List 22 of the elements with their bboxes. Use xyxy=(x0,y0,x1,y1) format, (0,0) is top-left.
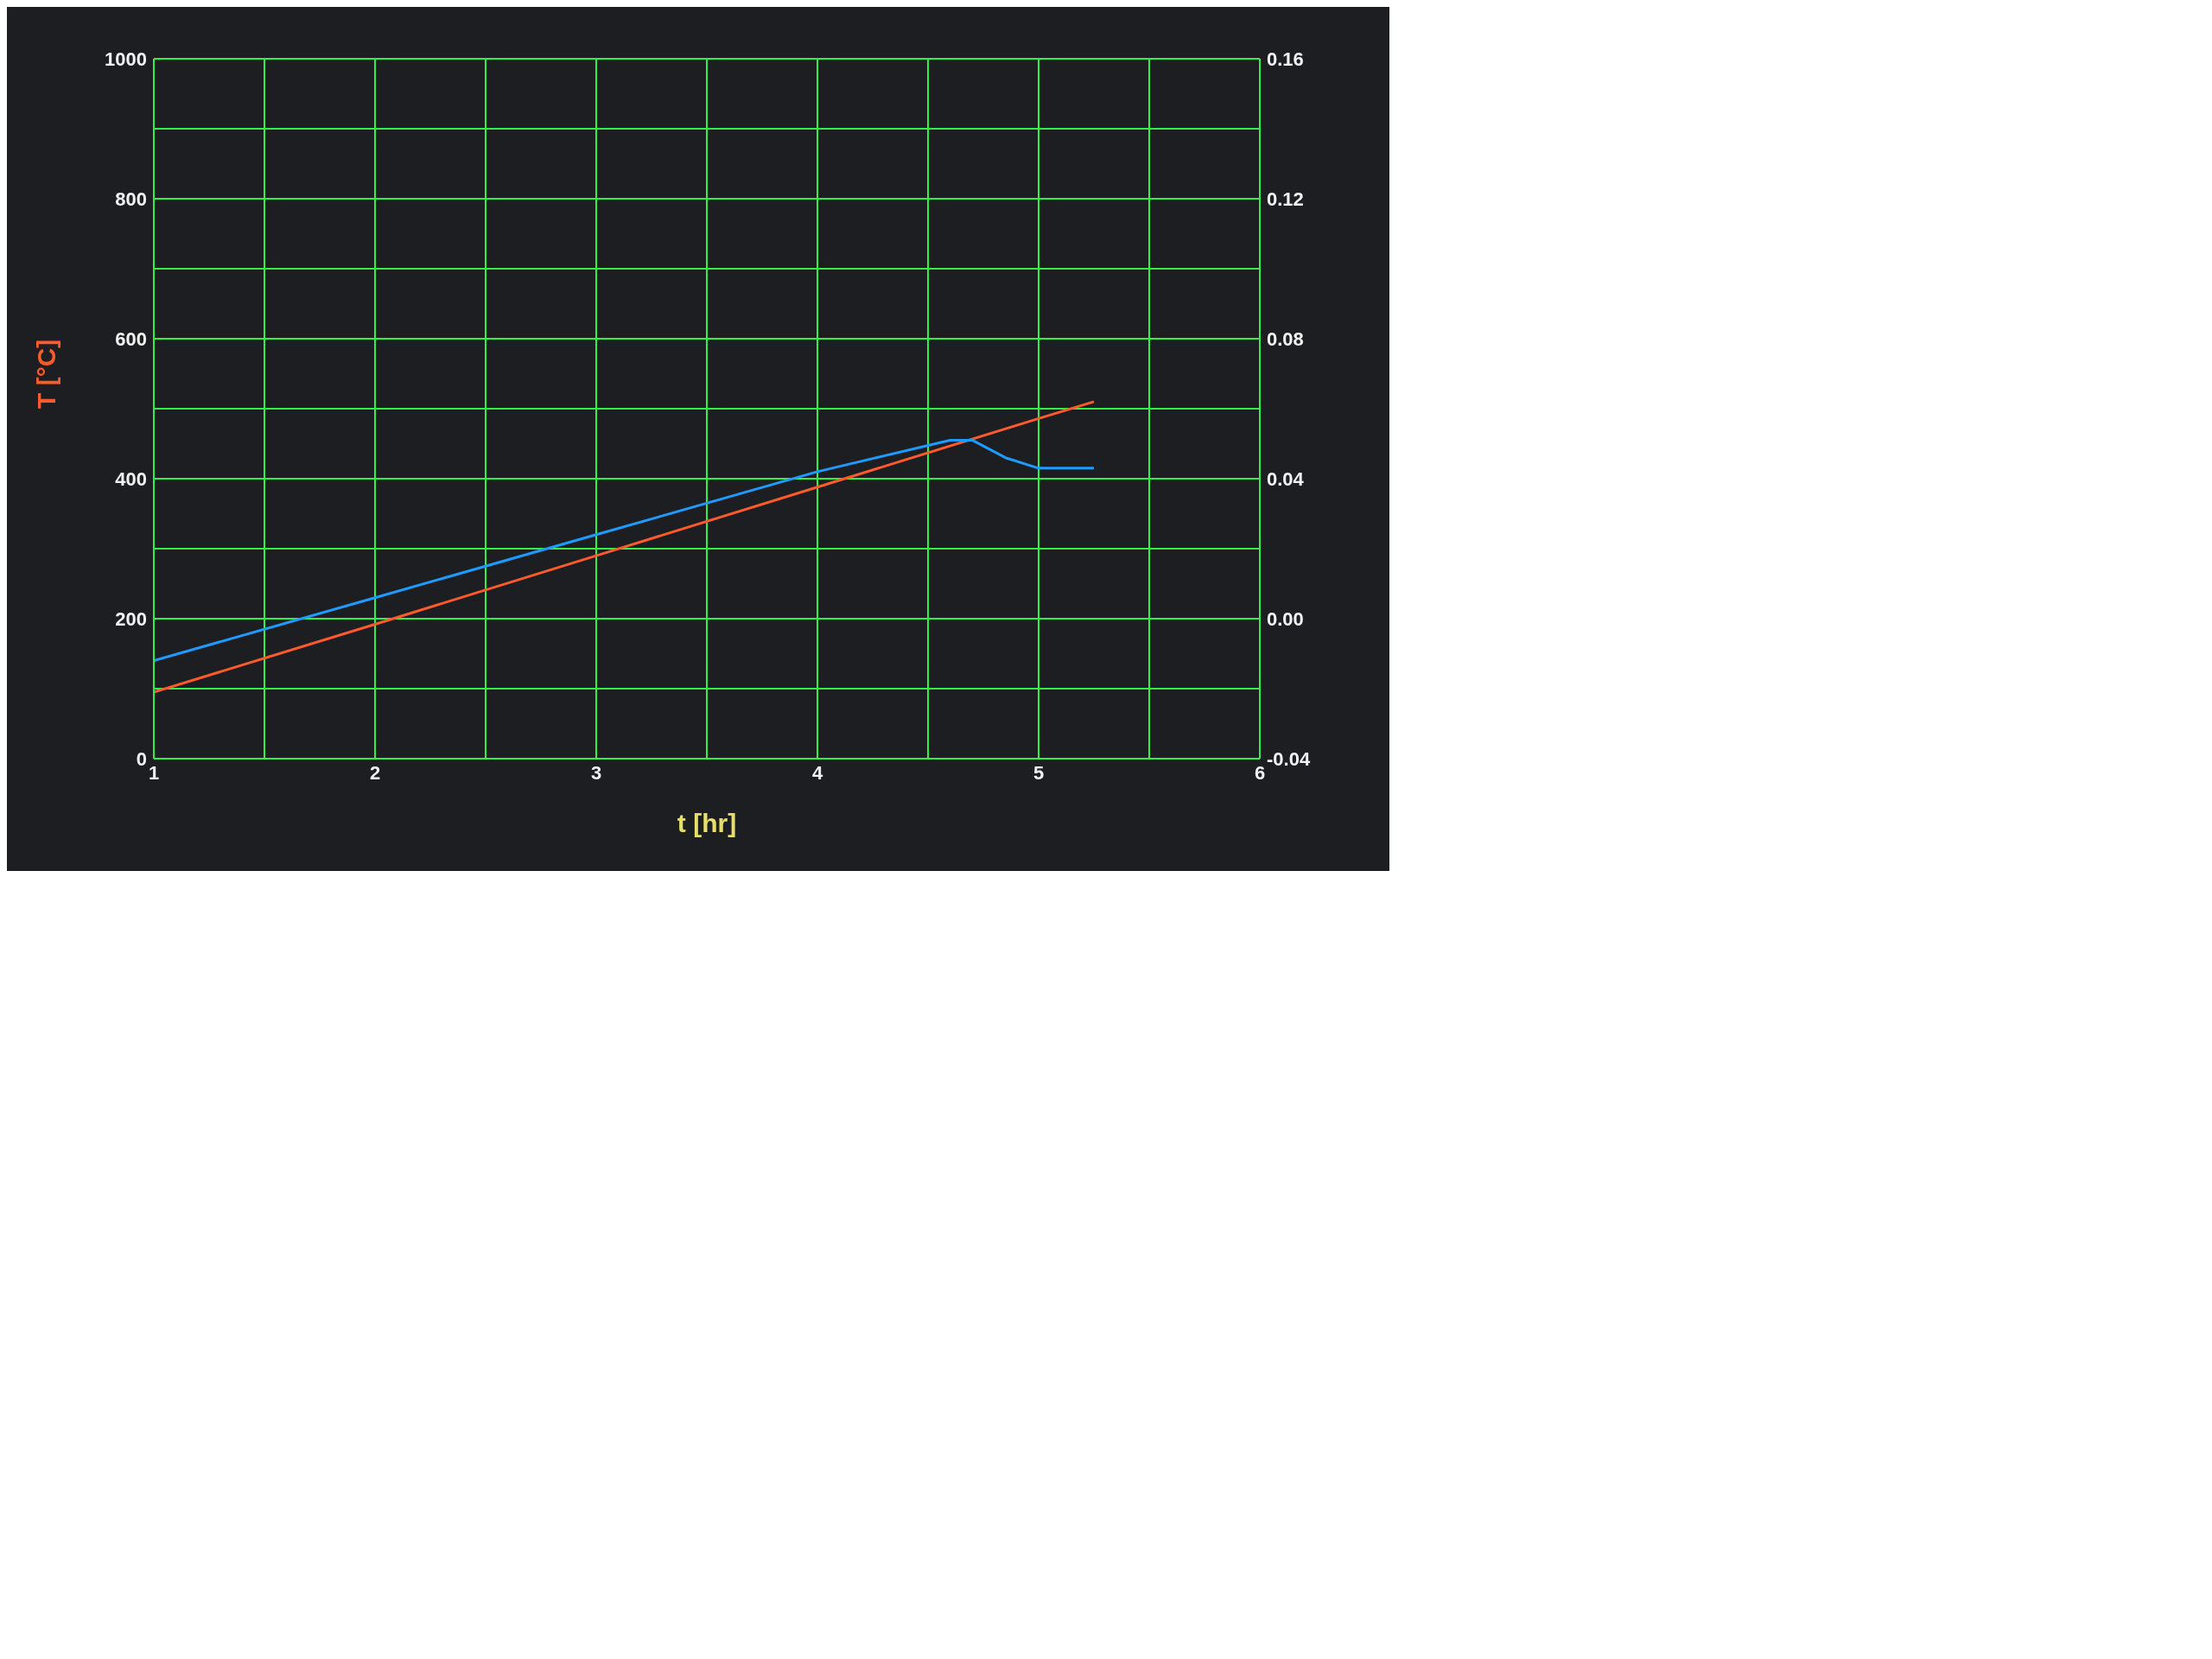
y-axis-title: T [°C] xyxy=(31,339,60,409)
y2-tick-label: 0.16 xyxy=(1267,48,1304,70)
y2-tick-label: -0.04 xyxy=(1267,747,1311,770)
x-tick-label: 5 xyxy=(1033,761,1045,784)
x-tick-label: 2 xyxy=(369,761,381,784)
y-tick-label: 800 xyxy=(115,188,147,210)
y2-tick-label: 0.00 xyxy=(1267,607,1304,630)
x-tick-label: 3 xyxy=(590,761,602,784)
y-tick-label: 600 xyxy=(115,327,147,350)
x-tick-label: 4 xyxy=(811,761,823,784)
y2-tick-label: 0.08 xyxy=(1267,327,1304,350)
x-tick-label: 6 xyxy=(1254,761,1266,784)
y2-tick-label: 0.12 xyxy=(1267,188,1304,210)
y-tick-label: 200 xyxy=(115,607,147,630)
y-tick-label: 0 xyxy=(136,747,147,770)
line-series xyxy=(154,438,1096,663)
y-tick-label: 1000 xyxy=(105,48,147,70)
y-tick-label: 400 xyxy=(115,467,147,490)
x-tick-label: 1 xyxy=(148,761,160,784)
y2-tick-label: 0.04 xyxy=(1267,467,1305,490)
line-series xyxy=(154,400,1096,694)
x-axis-title: t [hr] xyxy=(677,809,737,837)
